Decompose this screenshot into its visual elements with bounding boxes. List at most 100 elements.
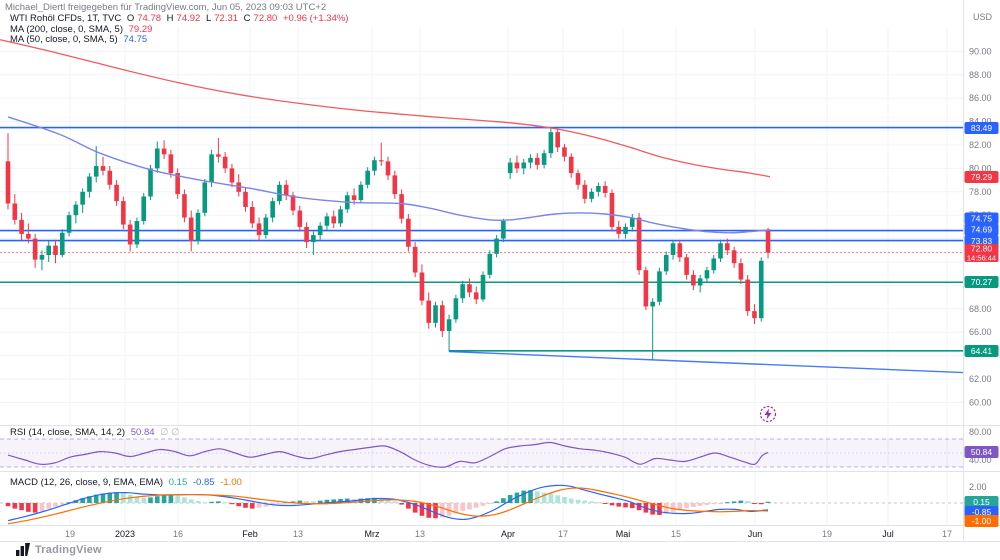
candle[interactable]: [738, 258, 744, 285]
candle[interactable]: [161, 140, 167, 160]
candle[interactable]: [568, 153, 574, 178]
candle[interactable]: [718, 239, 723, 262]
candle[interactable]: [555, 129, 560, 153]
candle[interactable]: [311, 231, 316, 255]
candle[interactable]: [514, 155, 520, 174]
candle[interactable]: [338, 205, 343, 227]
candle[interactable]: [616, 221, 622, 239]
candle[interactable]: [358, 181, 364, 204]
candle[interactable]: [290, 191, 296, 216]
candle[interactable]: [121, 196, 126, 230]
candle[interactable]: [107, 166, 113, 190]
ma200-legend-row[interactable]: MA (200, close, 0, SMA, 5) 79.29: [10, 24, 351, 36]
candle[interactable]: [487, 250, 493, 279]
tradingview-logo-icon[interactable]: [16, 543, 30, 556]
rsi-line[interactable]: [7, 441, 769, 468]
time-axis[interactable]: 19 2023 16 Feb 13 Mrz 13 Apr 17 Mai 15 Jun 19 Jul 17: [65, 529, 952, 539]
candle[interactable]: [745, 274, 750, 316]
candle[interactable]: [263, 214, 269, 239]
candle[interactable]: [243, 187, 248, 212]
candle[interactable]: [426, 292, 432, 329]
candle[interactable]: [521, 159, 527, 175]
candle[interactable]: [731, 246, 737, 268]
candle[interactable]: [26, 223, 31, 244]
candle[interactable]: [134, 217, 140, 248]
candle[interactable]: [406, 214, 411, 252]
candle[interactable]: [582, 180, 588, 204]
candle[interactable]: [691, 270, 696, 291]
candle[interactable]: [87, 173, 92, 198]
price-axis-currency[interactable]: USD: [972, 12, 992, 22]
macd-line[interactable]: [7, 484, 769, 522]
candle[interactable]: [100, 156, 106, 176]
candle[interactable]: [575, 169, 581, 190]
ma200-line[interactable]: [0, 39, 771, 178]
candle[interactable]: [399, 189, 404, 224]
candle[interactable]: [209, 149, 214, 188]
candle[interactable]: [32, 233, 38, 268]
candle[interactable]: [765, 227, 771, 259]
candle[interactable]: [59, 229, 65, 258]
candle[interactable]: [80, 188, 85, 213]
macd-signal-line[interactable]: [7, 487, 769, 525]
candle[interactable]: [392, 170, 398, 199]
candle[interactable]: [480, 271, 486, 302]
candle[interactable]: [39, 250, 45, 271]
boost-icon[interactable]: [759, 405, 777, 423]
candle[interactable]: [684, 253, 689, 280]
candle[interactable]: [168, 149, 174, 178]
candle[interactable]: [670, 239, 676, 260]
candle[interactable]: [12, 194, 18, 225]
candle[interactable]: [657, 267, 662, 306]
ma50-legend-row[interactable]: MA (50, close, 0, SMA, 5) 74.75: [10, 34, 351, 46]
candle[interactable]: [528, 154, 533, 169]
candle[interactable]: [453, 294, 459, 323]
candle[interactable]: [195, 209, 201, 245]
candle[interactable]: [419, 264, 425, 306]
candle[interactable]: [440, 300, 445, 337]
candle[interactable]: [249, 201, 255, 229]
descending-trendline[interactable]: [448, 350, 964, 374]
candle[interactable]: [229, 163, 235, 188]
candle[interactable]: [704, 266, 710, 284]
candle[interactable]: [541, 149, 547, 169]
candle[interactable]: [365, 167, 370, 189]
candle[interactable]: [236, 174, 242, 197]
candle[interactable]: [609, 189, 615, 232]
candle[interactable]: [53, 239, 58, 264]
candle[interactable]: [562, 143, 567, 162]
candle[interactable]: [283, 180, 289, 200]
candle[interactable]: [412, 242, 418, 278]
candle[interactable]: [494, 235, 499, 258]
candle[interactable]: [114, 180, 119, 206]
candle[interactable]: [304, 222, 309, 248]
candle[interactable]: [331, 210, 337, 229]
candle[interactable]: [154, 141, 160, 174]
ma50-line[interactable]: [7, 116, 771, 234]
candle[interactable]: [317, 222, 323, 240]
candle[interactable]: [66, 211, 72, 237]
candle[interactable]: [467, 278, 472, 298]
candle[interactable]: [697, 274, 703, 293]
candle[interactable]: [175, 168, 180, 199]
candle[interactable]: [446, 314, 452, 352]
candle[interactable]: [141, 192, 147, 225]
macd-legend-row[interactable]: MACD (12, 26, close, 9, EMA, EMA) 0.15 -…: [10, 477, 245, 488]
tradingview-logo-text[interactable]: TradingView: [35, 543, 102, 556]
candle[interactable]: [460, 280, 465, 303]
candle[interactable]: [19, 212, 24, 241]
candle[interactable]: [725, 238, 730, 255]
candle[interactable]: [324, 212, 330, 231]
candle[interactable]: [433, 301, 438, 328]
candle[interactable]: [711, 254, 717, 274]
candle[interactable]: [501, 218, 506, 243]
candle[interactable]: [643, 266, 649, 310]
candle[interactable]: [256, 217, 262, 241]
candle[interactable]: [127, 219, 133, 252]
candle[interactable]: [378, 142, 384, 167]
candle[interactable]: [188, 210, 194, 252]
candle[interactable]: [677, 239, 683, 262]
candle[interactable]: [277, 181, 282, 205]
